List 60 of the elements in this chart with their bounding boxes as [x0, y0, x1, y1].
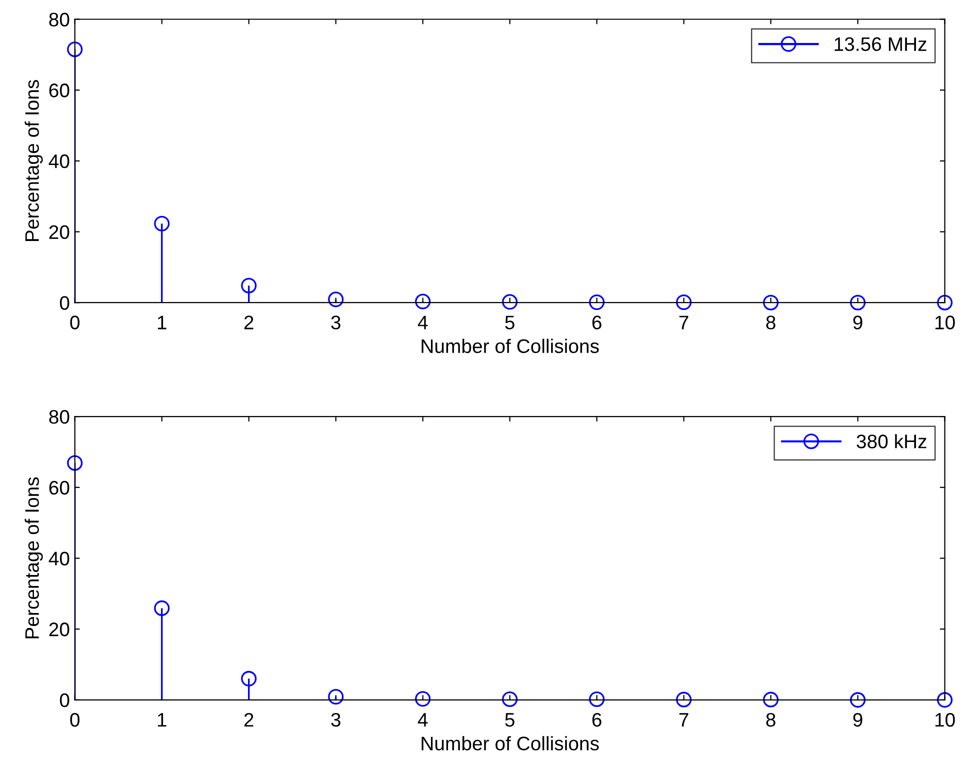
y-tick-label: 40	[48, 552, 70, 566]
x-tick-label: 6	[592, 316, 602, 330]
x-tick-label: 5	[505, 713, 514, 727]
point	[67, 455, 83, 471]
x-tick-label: 10	[935, 712, 955, 727]
y-axis-title: Percentage of Ions	[24, 80, 43, 241]
point	[589, 294, 605, 310]
y-tick-label: 20	[49, 622, 70, 636]
y-tick-label: 40	[48, 154, 70, 168]
point	[850, 692, 866, 708]
point	[154, 600, 170, 616]
x-tick-label: 1	[158, 713, 166, 727]
point	[328, 292, 344, 308]
point	[67, 42, 83, 58]
point	[241, 670, 257, 686]
x-tick-label: 3	[331, 316, 340, 330]
point	[937, 692, 953, 708]
y-tick-label: 0	[60, 693, 70, 708]
legend-label: 380 kHz	[856, 434, 926, 448]
x-axis-title: Number of Collisions	[422, 736, 599, 750]
point	[502, 691, 518, 707]
point	[502, 294, 518, 310]
x-tick-label: 7	[679, 316, 688, 330]
x-tick-label: 7	[679, 713, 688, 727]
point	[676, 294, 692, 310]
x-tick-label: 4	[418, 316, 428, 330]
point	[763, 692, 779, 708]
point	[154, 216, 170, 232]
x-axis-title: Number of Collisions	[422, 338, 599, 354]
x-tick-label: 2	[244, 712, 254, 727]
y-tick-label: 0	[60, 296, 70, 310]
y-tick-label: 80	[49, 410, 70, 424]
point	[676, 692, 692, 708]
point	[937, 294, 953, 310]
x-tick-label: 8	[766, 712, 776, 727]
x-tick-label: 9	[853, 712, 862, 727]
y-axis-title: Percentage of Ions	[24, 477, 43, 638]
point	[415, 294, 431, 310]
x-tick-label: 9	[853, 316, 862, 330]
x-tick-label: 0	[70, 316, 80, 330]
x-tick-label: 6	[592, 712, 602, 727]
x-tick-label: 0	[70, 712, 80, 727]
point	[328, 688, 344, 705]
point	[415, 691, 431, 707]
x-tick-label: 5	[505, 316, 514, 330]
point	[241, 278, 257, 294]
point	[850, 294, 866, 310]
x-tick-label: 4	[418, 713, 428, 727]
x-tick-label: 3	[331, 712, 340, 727]
y-tick-label: 60	[49, 480, 70, 495]
x-tick-label: 8	[766, 316, 776, 330]
x-tick-label: 2	[244, 316, 254, 330]
x-tick-label: 1	[158, 316, 166, 330]
point	[589, 691, 605, 707]
y-tick-label: 80	[49, 12, 70, 26]
point	[763, 294, 779, 310]
y-tick-label: 20	[49, 225, 70, 240]
legend-label: 13.56 MHz	[834, 37, 926, 52]
y-tick-label: 60	[49, 84, 70, 98]
x-tick-label: 10	[935, 316, 955, 330]
